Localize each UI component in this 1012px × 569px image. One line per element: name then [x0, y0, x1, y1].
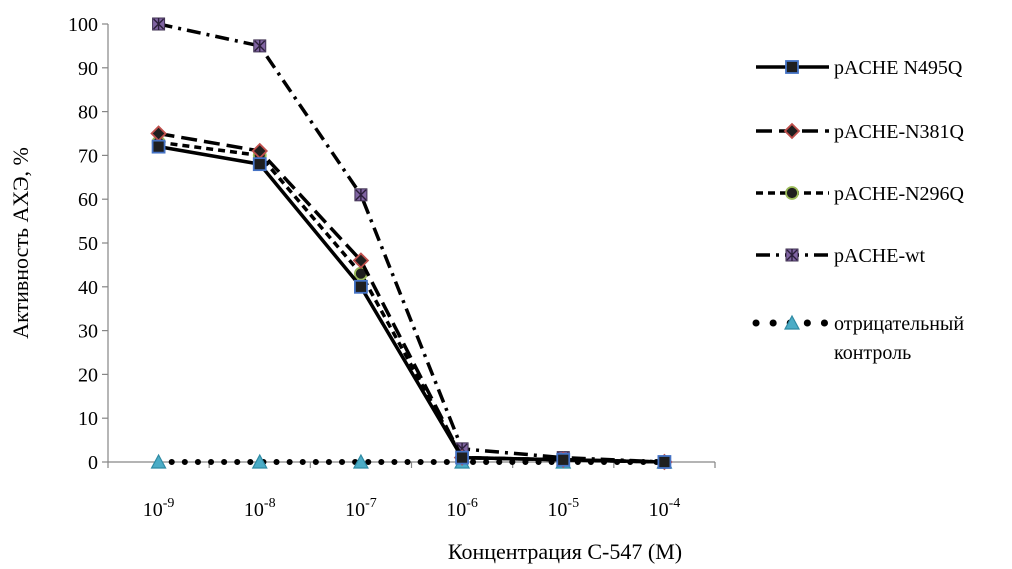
legend-marker — [785, 60, 799, 74]
data-point — [556, 452, 571, 467]
data-point — [252, 157, 267, 172]
y-tick-label: 0 — [88, 452, 98, 474]
legend-label-line: контроль — [834, 342, 911, 364]
legend-entry-4: отрицательный контроль — [752, 313, 964, 364]
y-tick-label: 100 — [68, 14, 98, 36]
legend: pACHE N495Q pACHE-N381Q pACHE-N296Q pACHE-w… — [752, 57, 965, 364]
y-tick-label: 50 — [78, 233, 98, 255]
data-point — [354, 279, 368, 294]
legend-entry-0: pACHE N495Q — [756, 57, 963, 79]
legend-label: pACHE-wt — [834, 245, 926, 267]
legend-label: отрицательный контроль — [834, 313, 964, 364]
data-point — [251, 453, 268, 469]
legend-label: pACHE N495Q — [834, 57, 963, 79]
y-axis: 0 10 20 30 40 50 60 70 80 90 100 — [68, 14, 109, 474]
y-tick-label: 20 — [78, 364, 98, 386]
x-tick-exponent: -7 — [365, 496, 377, 511]
legend-marker — [785, 186, 799, 200]
x-tick-base: 10 — [244, 499, 264, 521]
series-1 — [150, 125, 673, 471]
series-line — [158, 131, 665, 464]
series-2 — [151, 135, 672, 469]
data-point — [657, 455, 672, 469]
x-tick-exponent: -6 — [466, 496, 478, 511]
x-tick-base: 10 — [446, 499, 466, 521]
y-tick-label: 80 — [78, 102, 98, 124]
series-line — [158, 22, 665, 464]
x-axis: 10-9 10-8 10-7 10-6 10-5 10-4 — [107, 461, 716, 521]
series-3 — [152, 17, 671, 469]
data-point — [352, 453, 369, 469]
x-tick-label: 10-9 — [143, 496, 175, 521]
x-axis-title: Концентрация С-547 (М) — [448, 539, 682, 564]
data-point — [150, 453, 167, 469]
x-tick-label: 10-5 — [547, 496, 579, 521]
data-point — [455, 450, 469, 465]
legend-label-line: отрицательный — [834, 313, 964, 335]
data-point — [354, 188, 368, 202]
x-tick-label: 10-8 — [244, 496, 276, 521]
x-tick-label: 10-7 — [345, 496, 377, 521]
data-point — [152, 17, 166, 31]
y-tick-label: 70 — [78, 145, 98, 167]
data-point — [352, 252, 370, 269]
legend-label: pACHE-N381Q — [834, 121, 965, 143]
data-point — [151, 139, 166, 154]
x-tick-exponent: -4 — [669, 496, 681, 511]
y-tick-label: 10 — [78, 408, 98, 430]
x-tick-base: 10 — [649, 499, 669, 521]
legend-entry-2: pACHE-N296Q — [756, 183, 965, 205]
legend-marker — [783, 314, 801, 330]
y-tick-label: 60 — [78, 189, 98, 211]
x-tick-base: 10 — [345, 499, 365, 521]
x-tick-exponent: -5 — [567, 496, 579, 511]
legend-entry-3: pACHE-wt — [756, 245, 926, 267]
x-tick-base: 10 — [547, 499, 567, 521]
series-0 — [151, 139, 672, 469]
legend-marker — [785, 248, 799, 262]
legend-marker — [783, 122, 801, 140]
y-tick-label: 90 — [78, 58, 98, 80]
data-point — [253, 39, 267, 53]
x-tick-exponent: -8 — [264, 496, 276, 511]
x-tick-base: 10 — [143, 499, 163, 521]
plot-area — [150, 17, 673, 471]
y-tick-label: 30 — [78, 321, 98, 343]
legend-label: pACHE-N296Q — [834, 183, 965, 205]
y-axis-title: Активность АХЭ, % — [8, 147, 33, 339]
y-tick-label: 40 — [78, 277, 98, 299]
series-line — [158, 144, 665, 464]
x-tick-label: 10-4 — [649, 496, 681, 521]
x-tick-exponent: -9 — [163, 496, 175, 511]
legend-entry-1: pACHE-N381Q — [756, 121, 965, 143]
series-line — [158, 140, 665, 464]
x-tick-label: 10-6 — [446, 496, 478, 521]
